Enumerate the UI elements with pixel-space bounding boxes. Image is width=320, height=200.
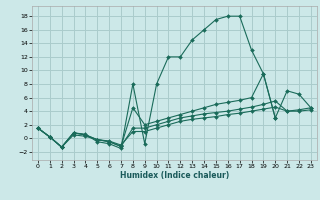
X-axis label: Humidex (Indice chaleur): Humidex (Indice chaleur) xyxy=(120,171,229,180)
